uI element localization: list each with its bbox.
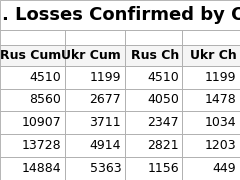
Bar <box>0 30 65 45</box>
Bar <box>125 30 182 45</box>
Text: 1156: 1156 <box>147 162 179 175</box>
Bar <box>182 89 240 111</box>
Bar <box>125 111 182 134</box>
Bar <box>65 66 125 89</box>
Bar <box>0 89 65 111</box>
Bar <box>0 66 65 89</box>
Bar <box>0 45 65 66</box>
Text: 4050: 4050 <box>147 93 179 107</box>
Bar <box>65 30 125 45</box>
Text: Rus Cum: Rus Cum <box>0 49 61 62</box>
Bar <box>65 134 125 157</box>
Text: 4510: 4510 <box>30 71 61 84</box>
Bar <box>0 134 65 157</box>
Text: 1199: 1199 <box>205 71 236 84</box>
Bar <box>65 45 125 66</box>
Text: 14884: 14884 <box>22 162 61 175</box>
Bar <box>125 157 182 180</box>
Text: 2677: 2677 <box>90 93 121 107</box>
Text: 13728: 13728 <box>22 139 61 152</box>
Bar <box>0 157 65 180</box>
Text: 5363: 5363 <box>90 162 121 175</box>
Bar <box>182 157 240 180</box>
Bar <box>65 157 125 180</box>
Text: 8560: 8560 <box>29 93 61 107</box>
Text: Ukr Ch: Ukr Ch <box>190 49 236 62</box>
Text: 449: 449 <box>213 162 236 175</box>
Bar <box>65 89 125 111</box>
Bar <box>125 134 182 157</box>
Bar <box>182 30 240 45</box>
Bar <box>65 111 125 134</box>
Text: 2347: 2347 <box>147 116 179 129</box>
Bar <box>125 89 182 111</box>
Bar <box>182 134 240 157</box>
Text: 1034: 1034 <box>205 116 236 129</box>
Text: 1203: 1203 <box>205 139 236 152</box>
Bar <box>125 45 182 66</box>
Bar <box>182 66 240 89</box>
Text: 1199: 1199 <box>90 71 121 84</box>
Bar <box>182 111 240 134</box>
Bar <box>0 111 65 134</box>
Text: 10907: 10907 <box>21 116 61 129</box>
Bar <box>125 66 182 89</box>
Bar <box>0 0 240 30</box>
Text: . Losses Confirmed by Oryx: . Losses Confirmed by Oryx <box>2 6 240 24</box>
Text: 3711: 3711 <box>90 116 121 129</box>
Text: 1478: 1478 <box>205 93 236 107</box>
Text: 4914: 4914 <box>90 139 121 152</box>
Text: Ukr Cum: Ukr Cum <box>61 49 121 62</box>
Text: 2821: 2821 <box>147 139 179 152</box>
Bar <box>182 45 240 66</box>
Text: Rus Ch: Rus Ch <box>131 49 179 62</box>
Text: 4510: 4510 <box>147 71 179 84</box>
